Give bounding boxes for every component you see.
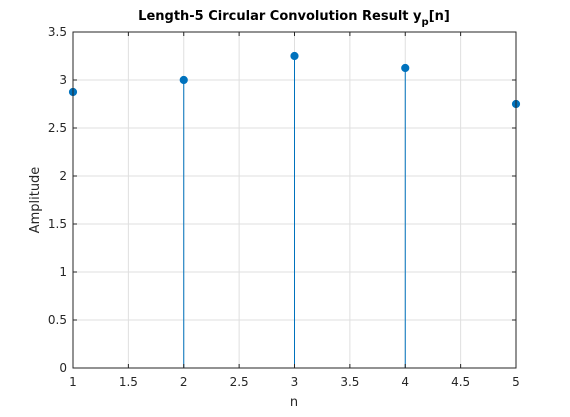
chart-title: Length-5 Circular Convolution Result yp[… [138, 9, 450, 28]
y-tick-label: 3.5 [48, 25, 67, 39]
x-tick-label: 1 [69, 375, 77, 389]
y-tick-label: 1 [59, 265, 67, 279]
y-tick-label: 2.5 [48, 121, 67, 135]
x-tick-label: 1.5 [119, 375, 138, 389]
y-tick-label: 1.5 [48, 217, 67, 231]
x-tick-label: 5 [512, 375, 520, 389]
x-tick-label: 4.5 [451, 375, 470, 389]
x-tick-label: 2.5 [230, 375, 249, 389]
x-tick-label: 3.5 [340, 375, 359, 389]
x-tick-label: 4 [401, 375, 409, 389]
x-tick-label: 2 [180, 375, 188, 389]
ticks: 1 1.5 2 2.5 3 3.5 4 4.5 5 0 0.5 1 1.5 2 2.5 3 3.5 [48, 25, 520, 389]
y-tick-label: 0 [59, 361, 67, 375]
y-tick-label: 3 [59, 73, 67, 87]
stem-marker [401, 63, 410, 73]
stem-marker [179, 75, 188, 85]
x-tick-label: 3 [291, 375, 299, 389]
y-tick-label: 0.5 [48, 313, 67, 327]
x-axis-label: n [290, 395, 298, 410]
y-axis-label: Amplitude [28, 167, 43, 234]
stem-marker [290, 51, 299, 61]
y-tick-label: 2 [59, 169, 67, 183]
